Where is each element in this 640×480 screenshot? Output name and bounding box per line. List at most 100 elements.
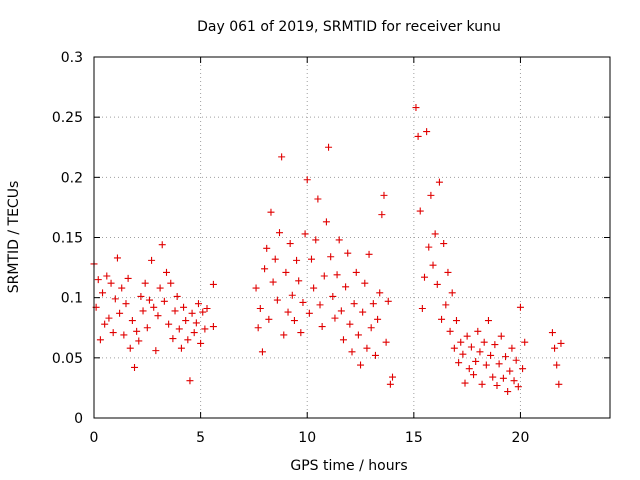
plot-frame bbox=[93, 56, 611, 419]
data-point bbox=[303, 176, 311, 184]
data-point bbox=[369, 300, 377, 308]
data-point bbox=[128, 317, 136, 325]
data-point bbox=[171, 307, 179, 315]
data-point bbox=[109, 329, 117, 337]
data-point bbox=[348, 348, 356, 356]
data-point bbox=[325, 143, 333, 151]
data-point bbox=[363, 344, 371, 352]
data-point bbox=[143, 324, 151, 332]
x-tick-labels: 0 5 10 15 20 bbox=[90, 430, 530, 446]
data-point bbox=[474, 327, 482, 335]
data-point bbox=[167, 279, 175, 287]
data-point bbox=[365, 250, 373, 258]
data-point bbox=[322, 218, 330, 226]
data-point bbox=[188, 309, 196, 317]
axis-ticks bbox=[93, 56, 610, 419]
data-point bbox=[165, 320, 173, 328]
data-point bbox=[504, 388, 512, 396]
data-point bbox=[105, 314, 113, 322]
data-point bbox=[521, 338, 529, 346]
data-point bbox=[333, 271, 341, 279]
data-point bbox=[122, 300, 130, 308]
data-point bbox=[516, 303, 524, 311]
data-point bbox=[152, 347, 160, 355]
data-point bbox=[357, 361, 365, 369]
data-point bbox=[412, 104, 420, 112]
data-point bbox=[551, 344, 559, 352]
data-point bbox=[489, 373, 497, 381]
data-point bbox=[499, 374, 507, 382]
data-point bbox=[331, 314, 339, 322]
data-point bbox=[376, 289, 384, 297]
data-point bbox=[461, 379, 469, 387]
data-point bbox=[346, 320, 354, 328]
data-point bbox=[276, 229, 284, 237]
data-point bbox=[299, 298, 307, 306]
data-point bbox=[124, 274, 132, 282]
data-point bbox=[374, 315, 382, 323]
x-tick-label: 10 bbox=[298, 430, 316, 446]
y-tick-label: 0.05 bbox=[52, 351, 83, 367]
data-point bbox=[478, 380, 486, 388]
data-point bbox=[448, 289, 456, 297]
data-point bbox=[133, 327, 141, 335]
data-point bbox=[367, 324, 375, 332]
data-point bbox=[380, 191, 388, 199]
data-point bbox=[307, 255, 315, 263]
data-point bbox=[433, 280, 441, 288]
data-point bbox=[267, 208, 275, 216]
data-point bbox=[137, 292, 145, 300]
grid bbox=[94, 57, 610, 418]
data-point bbox=[352, 268, 360, 276]
data-point bbox=[337, 307, 345, 315]
data-point bbox=[450, 344, 458, 352]
data-point bbox=[256, 304, 264, 312]
data-point bbox=[199, 308, 207, 316]
data-point bbox=[175, 325, 183, 333]
data-point bbox=[194, 300, 202, 308]
data-point bbox=[472, 357, 480, 365]
data-point bbox=[316, 301, 324, 309]
data-point bbox=[506, 367, 514, 375]
data-point bbox=[254, 324, 262, 332]
data-point bbox=[101, 320, 109, 328]
data-point bbox=[557, 339, 565, 347]
data-point bbox=[555, 380, 563, 388]
data-point bbox=[378, 211, 386, 219]
data-point bbox=[305, 309, 313, 317]
data-point bbox=[263, 244, 271, 252]
data-point bbox=[476, 348, 484, 356]
data-point bbox=[301, 230, 309, 238]
data-point bbox=[444, 268, 452, 276]
data-points bbox=[90, 104, 565, 396]
data-point bbox=[192, 319, 200, 327]
data-point bbox=[452, 317, 460, 325]
data-point bbox=[414, 132, 422, 140]
x-axis-label: GPS time / hours bbox=[290, 458, 407, 474]
x-tick-label: 15 bbox=[405, 430, 423, 446]
data-point bbox=[156, 284, 164, 292]
data-point bbox=[126, 344, 134, 352]
data-point bbox=[514, 383, 522, 391]
data-point bbox=[359, 308, 367, 316]
data-point bbox=[438, 315, 446, 323]
data-point bbox=[553, 361, 561, 369]
data-point bbox=[389, 373, 397, 381]
data-point bbox=[484, 317, 492, 325]
y-tick-label: 0.25 bbox=[52, 110, 83, 126]
data-point bbox=[177, 344, 185, 352]
data-point bbox=[423, 128, 431, 136]
x-tick-label: 5 bbox=[196, 430, 205, 446]
data-point bbox=[342, 283, 350, 291]
data-point bbox=[455, 359, 463, 367]
data-point bbox=[284, 308, 292, 316]
data-point bbox=[118, 284, 126, 292]
data-point bbox=[94, 276, 102, 284]
data-point bbox=[350, 300, 358, 308]
data-point bbox=[297, 329, 305, 337]
data-point bbox=[186, 377, 194, 385]
data-point bbox=[470, 371, 478, 379]
data-point bbox=[107, 279, 115, 287]
data-point bbox=[440, 240, 448, 248]
data-point bbox=[120, 331, 128, 339]
